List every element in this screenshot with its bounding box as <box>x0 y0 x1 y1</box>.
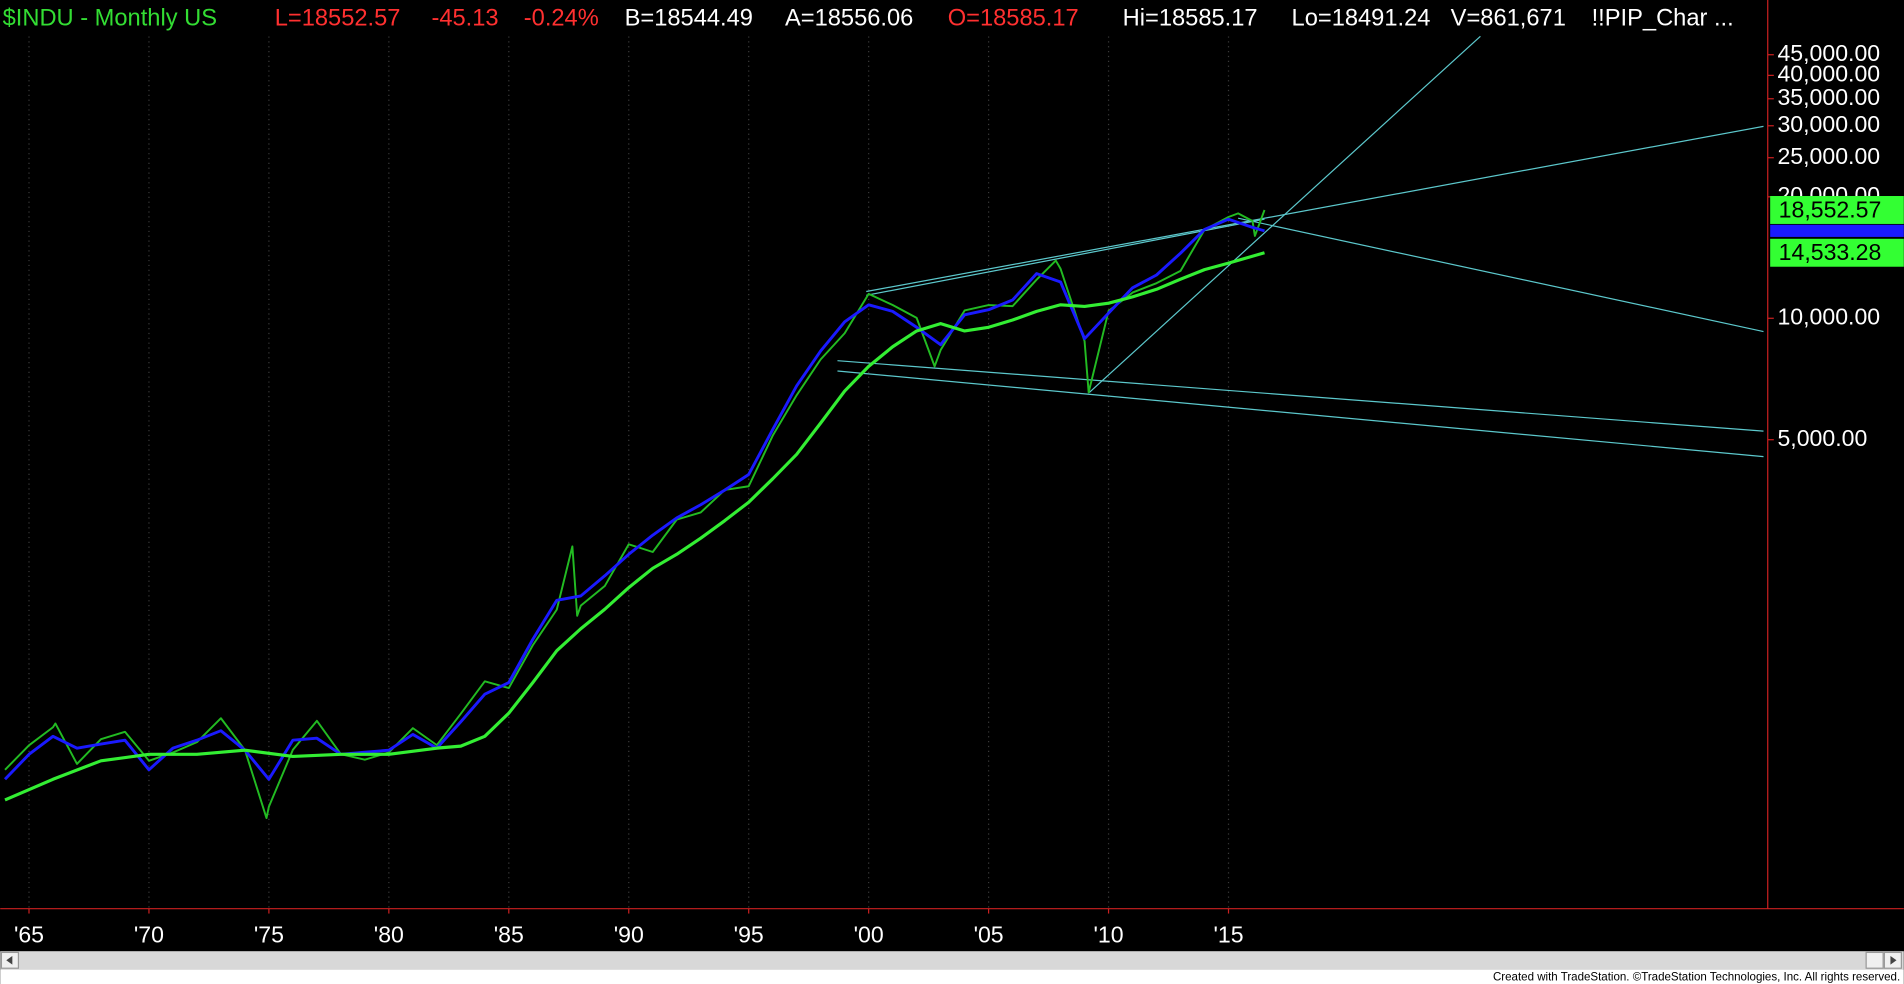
last-value-label: 18,552.57 <box>1779 196 1882 222</box>
header-field: L=18552.57 <box>275 6 401 32</box>
trendline <box>866 218 1265 296</box>
series-line <box>3 217 1265 781</box>
x-tick-label: '85 <box>494 922 524 948</box>
scrollbar[interactable] <box>0 951 1904 970</box>
header-field: !!PIP_Char ... <box>1592 6 1734 32</box>
header-field: -0.24% <box>524 6 599 32</box>
trendline <box>837 360 1764 432</box>
series-line <box>4 209 1266 820</box>
series-line <box>4 251 1265 802</box>
last-value-box <box>1770 224 1904 237</box>
scroll-right-arrow <box>1890 956 1897 965</box>
last-value-label: 14,533.28 <box>1779 239 1882 265</box>
header-field: V=861,671 <box>1451 6 1566 32</box>
trendline <box>1237 217 1764 333</box>
x-tick-label: '65 <box>14 922 44 948</box>
x-tick-label: '80 <box>374 922 404 948</box>
header-field: O=18585.17 <box>948 6 1079 32</box>
header-field: Hi=18585.17 <box>1123 6 1258 32</box>
trendline <box>866 125 1764 293</box>
x-tick-label: '70 <box>134 922 164 948</box>
footer-text: Created with TradeStation. ©TradeStation… <box>1493 971 1900 983</box>
header-field: Lo=18491.24 <box>1292 6 1431 32</box>
x-tick-label: '95 <box>734 922 764 948</box>
trendline <box>837 370 1764 458</box>
y-tick-label: 10,000.00 <box>1777 303 1880 329</box>
y-tick-label: 30,000.00 <box>1777 111 1880 137</box>
x-tick-label: '00 <box>854 922 884 948</box>
x-tick-label: '10 <box>1094 922 1124 948</box>
scroll-thumb[interactable] <box>1865 951 1884 969</box>
last-value-box <box>1770 196 1904 224</box>
y-tick-label: 35,000.00 <box>1777 84 1880 110</box>
footer-bar <box>0 969 1904 984</box>
x-tick-label: '75 <box>254 922 284 948</box>
header-field: $INDU - Monthly US <box>3 6 217 32</box>
last-value-box <box>1770 238 1904 267</box>
x-tick-label: '15 <box>1213 922 1243 948</box>
y-tick-label: 40,000.00 <box>1777 60 1880 86</box>
y-tick-label: 5,000.00 <box>1777 425 1867 451</box>
header-field: B=18544.49 <box>625 6 753 32</box>
x-tick-label: '90 <box>614 922 644 948</box>
scroll-left-arrow <box>6 956 13 965</box>
header-field: -45.13 <box>431 6 498 32</box>
y-tick-label: 45,000.00 <box>1777 40 1880 66</box>
x-tick-label: '05 <box>974 922 1004 948</box>
header-field: A=18556.06 <box>785 6 913 32</box>
y-tick-label: 25,000.00 <box>1777 143 1880 169</box>
